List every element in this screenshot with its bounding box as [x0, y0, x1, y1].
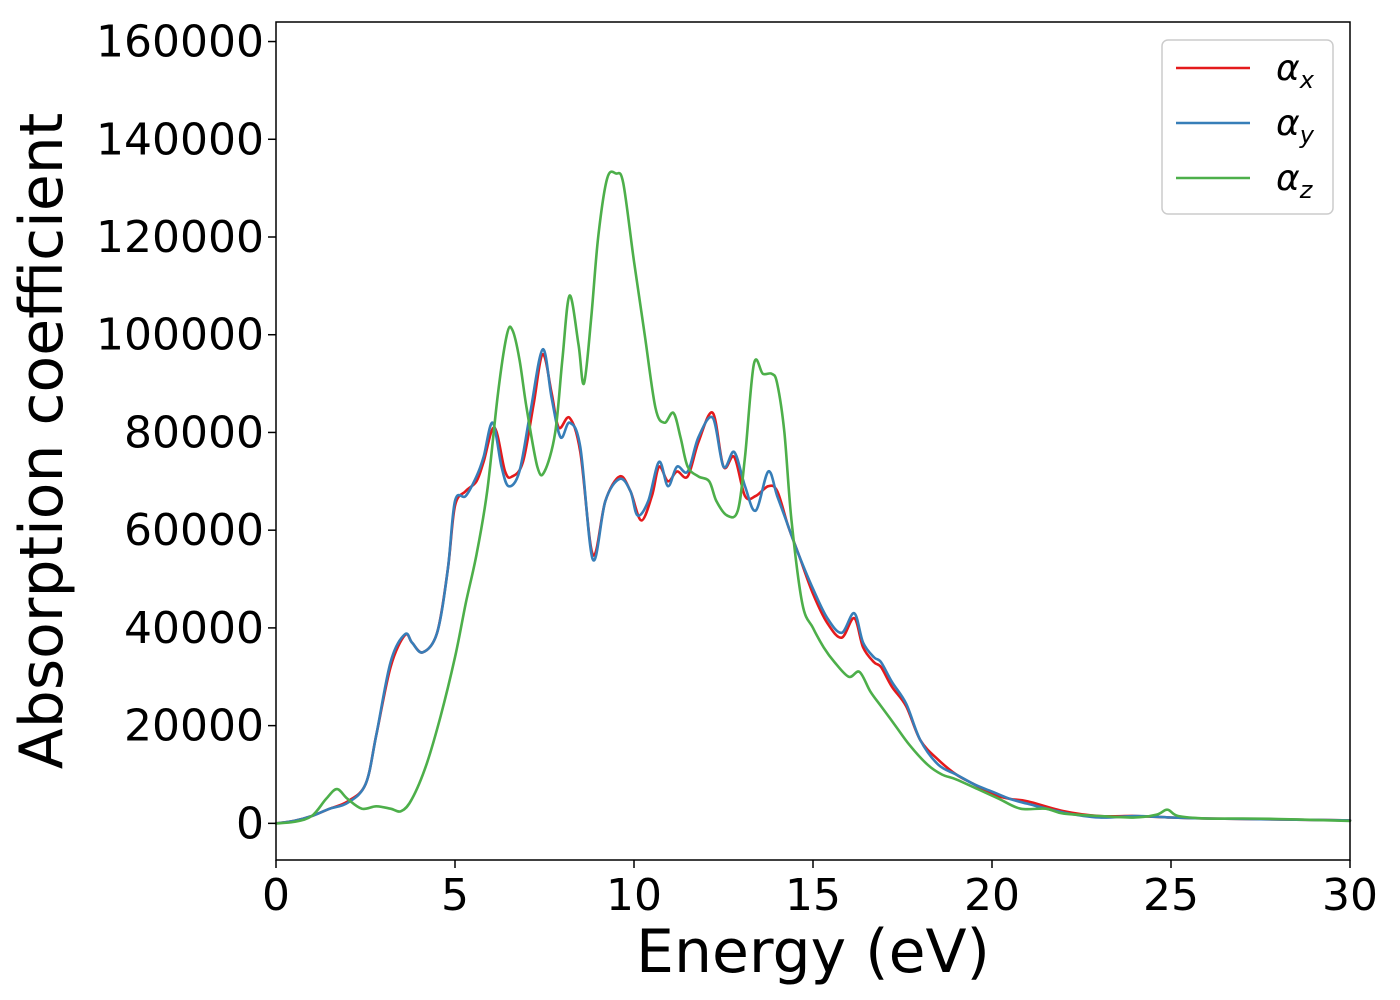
y-axis-ticks: 0 20000 40000 60000 80000 100000 120000 140000 1…	[96, 17, 276, 849]
x-axis-title: Energy (eV)	[636, 917, 990, 987]
x-tick-label: 25	[1143, 870, 1199, 921]
y-tick-label: 0	[236, 798, 264, 849]
legend-label-alpha-z: αz	[1276, 158, 1314, 204]
y-tick-label: 140000	[96, 114, 264, 165]
series-line-alpha-z	[274, 170, 1352, 825]
y-tick-label: 160000	[96, 17, 264, 68]
x-tick-label: 20	[964, 870, 1020, 921]
x-tick-label: 30	[1322, 870, 1378, 921]
x-tick-label: 10	[606, 870, 662, 921]
y-tick-label: 20000	[124, 701, 264, 752]
y-tick-label: 60000	[124, 505, 264, 556]
x-tick-label: 5	[441, 870, 469, 921]
y-axis-title: Absorption coefficient	[7, 113, 77, 770]
plot-lines	[274, 170, 1352, 825]
series-line-alpha-y	[274, 348, 1352, 825]
legend-box	[1161, 39, 1334, 215]
y-tick-label: 120000	[96, 212, 264, 263]
x-tick-label: 0	[262, 870, 290, 921]
x-axis-ticks: 0 5 10 15 20 25 30	[262, 860, 1378, 921]
y-tick-label: 40000	[124, 603, 264, 654]
y-tick-label: 100000	[96, 310, 264, 361]
x-tick-label: 15	[785, 870, 841, 921]
y-tick-label: 80000	[124, 407, 264, 458]
